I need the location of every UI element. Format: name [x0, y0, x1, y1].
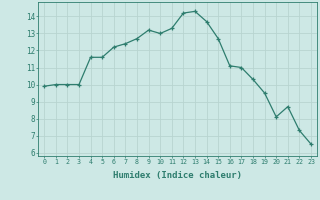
- X-axis label: Humidex (Indice chaleur): Humidex (Indice chaleur): [113, 171, 242, 180]
